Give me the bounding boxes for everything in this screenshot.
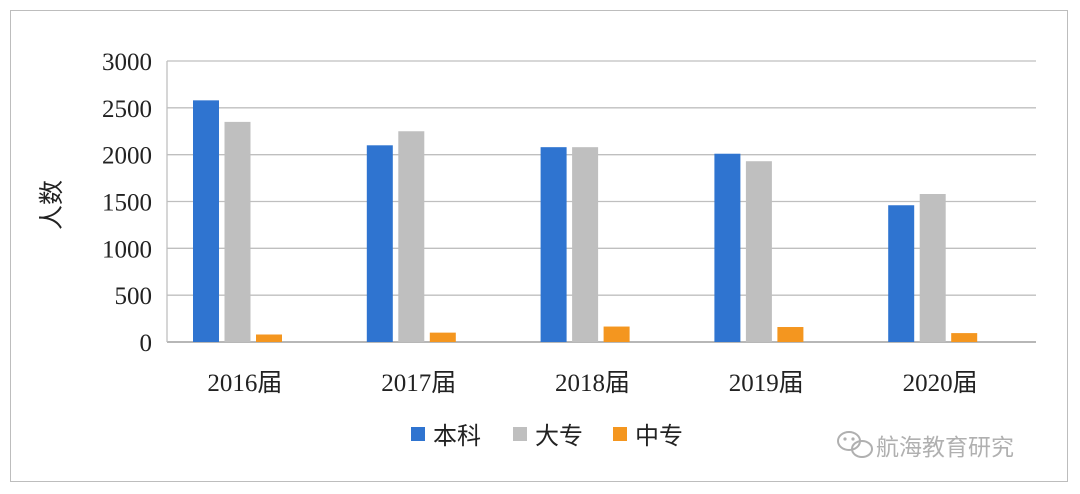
bar-本科-2016届 bbox=[193, 100, 219, 342]
bar-大专-2020届 bbox=[919, 194, 946, 342]
y-tick-label: 1000 bbox=[102, 236, 152, 263]
y-tick-label: 3000 bbox=[102, 49, 152, 76]
legend-swatch-本科 bbox=[411, 427, 425, 441]
y-axis-ticks: 0 500 1000 1500 2000 2500 3000 bbox=[102, 49, 152, 357]
bar-中专-2018届 bbox=[603, 326, 630, 342]
y-tick-label: 0 bbox=[140, 330, 153, 357]
y-axis-label: 人数 bbox=[37, 180, 66, 230]
bar-中专-2019届 bbox=[777, 327, 804, 342]
bar-中专-2016届 bbox=[256, 334, 282, 342]
legend-label-本科: 本科 bbox=[433, 422, 481, 450]
bar-本科-2018届 bbox=[540, 147, 567, 342]
legend-swatch-中专 bbox=[613, 427, 627, 441]
wechat-icon bbox=[837, 431, 873, 458]
legend: 本科 大专 中专 bbox=[411, 422, 683, 450]
bar-本科-2017届 bbox=[366, 145, 393, 342]
legend-label-中专: 中专 bbox=[635, 422, 683, 450]
x-tick-label: 2016届 bbox=[207, 370, 282, 397]
x-tick-label: 2018届 bbox=[555, 370, 630, 397]
y-tick-label: 500 bbox=[115, 283, 153, 310]
legend-swatch-大专 bbox=[513, 427, 527, 441]
bar-本科-2020届 bbox=[888, 205, 915, 342]
watermark: 航海教育研究 bbox=[837, 431, 1014, 461]
bar-中专-2017届 bbox=[429, 332, 456, 342]
x-tick-label: 2020届 bbox=[903, 370, 978, 397]
x-tick-label: 2019届 bbox=[729, 370, 804, 397]
bar-本科-2019届 bbox=[714, 153, 741, 342]
y-tick-label: 2000 bbox=[102, 143, 152, 170]
bar-大专-2017届 bbox=[398, 131, 425, 342]
bar-大专-2018届 bbox=[572, 147, 599, 342]
bar-中专-2020届 bbox=[951, 333, 978, 342]
chart-frame bbox=[10, 10, 1068, 482]
y-tick-label: 1500 bbox=[102, 190, 152, 217]
y-tick-label: 2500 bbox=[102, 96, 152, 123]
x-tick-label: 2017届 bbox=[381, 370, 456, 397]
x-axis-ticks: 2016届 2017届 2018届 2019届 2020届 bbox=[207, 370, 977, 397]
bar-大专-2019届 bbox=[745, 161, 772, 342]
bar-大专-2016届 bbox=[224, 121, 251, 342]
bars bbox=[193, 100, 978, 342]
legend-label-大专: 大专 bbox=[535, 422, 583, 450]
watermark-text: 航海教育研究 bbox=[876, 435, 1014, 461]
